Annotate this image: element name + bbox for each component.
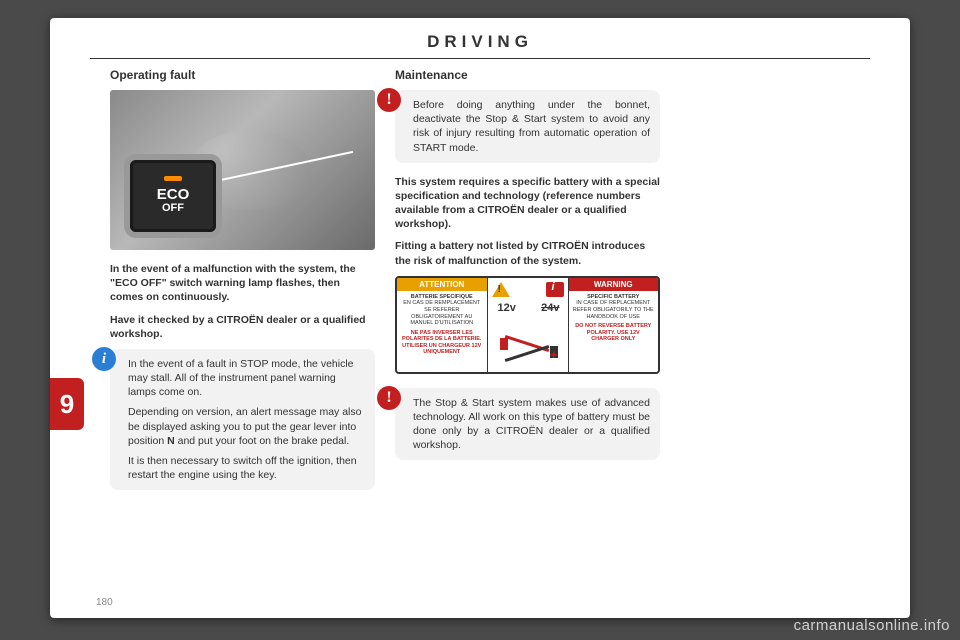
info-p1: In the event of a fault in STOP mode, th… (128, 357, 365, 400)
warn1-text: Before doing anything under the bonnet, … (413, 98, 650, 155)
column-empty (680, 68, 870, 598)
eco-text-1: ECO (157, 187, 190, 202)
warn-callout-bonnet: ! Before doing anything under the bonnet… (395, 90, 660, 163)
warning-icon: ! (377, 386, 401, 410)
header-title: DRIVING (50, 32, 910, 52)
battery-warning-label: ATTENTION BATTERIE SPECIFIQUE EN CAS DE … (395, 276, 660, 374)
header-rule (90, 58, 870, 59)
voltage-12: 12v (498, 302, 516, 314)
eco-led-icon (164, 176, 182, 181)
label-fr-red: NE PAS INVERSER LES POLARITES DE LA BATT… (401, 330, 483, 356)
label-left: ATTENTION BATTERIE SPECIFIQUE EN CAS DE … (397, 278, 487, 372)
label-right: WARNING SPECIFIC BATTERY IN CASE OF REPL… (569, 278, 659, 372)
info-p3: It is then necessary to switch off the i… (128, 454, 365, 482)
info-body: In the event of a fault in STOP mode, th… (128, 357, 365, 482)
warning-icon: ! (377, 88, 401, 112)
eco-text-2: OFF (162, 202, 184, 215)
label-en-body: SPECIFIC BATTERY IN CASE OF REPLACEMENT … (569, 291, 659, 372)
info-p2b: and put your foot on the brake pedal. (175, 435, 350, 447)
callout-line (216, 151, 353, 182)
label-en-title: SPECIFIC BATTERY (573, 294, 655, 301)
label-en-text: IN CASE OF REPLACEMENT REFER OBLIGATORIL… (573, 300, 655, 320)
page: DRIVING 9 Operating fault ECO OFF In the… (50, 18, 910, 618)
eco-off-button: ECO OFF (130, 160, 216, 232)
warn2-text: The Stop & Start system makes use of adv… (413, 396, 650, 453)
label-fr-body: BATTERIE SPECIFIQUE EN CAS DE REMPLACEME… (397, 291, 487, 372)
page-header: DRIVING (50, 18, 910, 59)
section-tab: 9 (50, 378, 84, 430)
label-middle: 12v 24v + (487, 278, 569, 372)
watermark: carmanualsonline.info (794, 617, 950, 634)
info-icon: i (92, 347, 116, 371)
warn-callout-battery: ! The Stop & Start system makes use of a… (395, 388, 660, 461)
subhead-operating-fault: Operating fault (110, 68, 375, 82)
label-warning-head: WARNING (569, 278, 659, 291)
info-p2n: N (167, 435, 175, 447)
section-number: 9 (60, 389, 74, 420)
para-battery-spec: This system requires a specific battery … (395, 175, 660, 232)
dashboard-photo: ECO OFF (110, 90, 375, 250)
label-en-red: DO NOT REVERSE BATTERY POLARITY. USE 12V… (573, 323, 655, 343)
page-number: 180 (96, 597, 113, 608)
triangle-icon (492, 282, 510, 297)
info-callout: i In the event of a fault in STOP mode, … (110, 349, 375, 490)
info-p2: Depending on version, an alert message m… (128, 405, 365, 448)
jumper-cable-icon (502, 334, 556, 364)
plus-icon: + (550, 347, 558, 362)
para-check: Have it checked by a CITROËN dealer or a… (110, 313, 375, 341)
content-area: Operating fault ECO OFF In the event of … (110, 68, 870, 598)
voltage-24: 24v (541, 302, 559, 314)
label-attention-head: ATTENTION (397, 278, 487, 291)
para-malfunction: In the event of a malfunction with the s… (110, 262, 375, 305)
column-maintenance: Maintenance ! Before doing anything unde… (395, 68, 660, 598)
subhead-maintenance: Maintenance (395, 68, 660, 82)
label-fr-text: EN CAS DE REMPLACEMENT SE REFERER OBLIGA… (401, 300, 483, 326)
manual-icon (546, 282, 564, 297)
label-fr-title: BATTERIE SPECIFIQUE (401, 294, 483, 301)
para-battery-risk: Fitting a battery not listed by CITROËN … (395, 239, 660, 267)
column-operating-fault: Operating fault ECO OFF In the event of … (110, 68, 375, 598)
